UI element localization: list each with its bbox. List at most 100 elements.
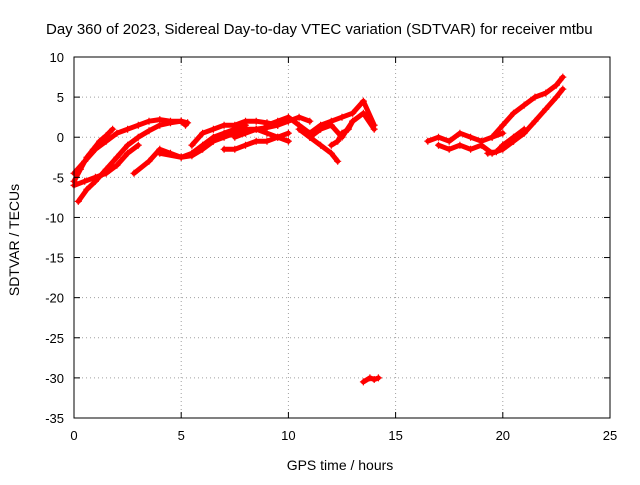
data-point — [488, 133, 496, 141]
data-point — [188, 152, 196, 160]
y-tick-label: 0 — [57, 130, 64, 145]
data-point — [220, 133, 228, 141]
data-point — [327, 141, 335, 149]
data-point — [109, 125, 117, 133]
data-point — [499, 129, 507, 137]
data-point — [177, 153, 185, 161]
data-point — [74, 197, 82, 205]
data-point — [145, 157, 153, 165]
data-point — [338, 113, 346, 121]
data-point — [552, 81, 560, 89]
data-point — [499, 121, 507, 129]
x-tick-label: 20 — [496, 428, 510, 443]
data-point — [130, 169, 138, 177]
data-point — [359, 97, 367, 105]
data-point — [124, 125, 132, 133]
data-point — [338, 129, 346, 137]
y-tick-label: 5 — [57, 90, 64, 105]
data-point — [374, 374, 382, 382]
data-point — [145, 127, 153, 135]
series-track-3 — [75, 118, 188, 204]
data-point — [456, 141, 464, 149]
data-point — [89, 145, 97, 153]
data-point — [344, 125, 352, 133]
data-point — [306, 133, 314, 141]
series-track-1 — [71, 117, 191, 176]
data-point — [359, 109, 367, 117]
data-point — [456, 129, 464, 137]
data-point — [263, 137, 271, 145]
y-tick-label: -20 — [45, 291, 64, 306]
data-point — [231, 133, 239, 141]
data-point — [274, 133, 282, 141]
data-point — [559, 85, 567, 93]
data-point — [182, 121, 189, 129]
y-tick-label: -35 — [45, 411, 64, 426]
data-point — [252, 117, 260, 125]
data-point — [177, 117, 185, 125]
data-point — [209, 137, 217, 145]
data-point — [231, 145, 239, 153]
series-track-14 — [360, 375, 381, 385]
data-point — [467, 145, 475, 153]
data-point — [252, 125, 260, 133]
data-point — [81, 177, 89, 185]
plot-frame — [73, 56, 611, 419]
data-point — [520, 125, 528, 133]
data-point — [199, 145, 207, 153]
y-tick-label: -30 — [45, 371, 64, 386]
data-point — [424, 137, 432, 145]
data-point — [134, 141, 142, 149]
y-tick-label: -10 — [45, 210, 64, 225]
data-point — [242, 129, 249, 137]
data-point — [295, 113, 303, 121]
data-point — [263, 129, 271, 137]
data-point — [124, 141, 132, 149]
axis-ticks: 0 5 10 15 20 25 10 5 0 -5 -10 -15 -20 -25 -30 -35 — [45, 50, 617, 443]
data-point — [83, 153, 91, 161]
y-tick-label: 10 — [50, 50, 64, 65]
data-point — [510, 109, 517, 117]
data-point — [531, 93, 539, 101]
data-point — [484, 149, 492, 157]
y-tick-label: -5 — [52, 170, 64, 185]
data-point — [349, 109, 357, 117]
data-point — [435, 141, 442, 149]
data-point — [445, 137, 453, 145]
data-point — [327, 149, 335, 157]
data-point — [552, 93, 560, 101]
x-tick-label: 10 — [281, 428, 295, 443]
data-point — [317, 125, 325, 133]
data-point — [96, 137, 104, 145]
data-point — [499, 141, 507, 149]
data-point — [134, 133, 142, 141]
x-axis-label: GPS time / hours — [287, 457, 394, 473]
data-point — [370, 125, 378, 133]
data-point — [559, 73, 567, 81]
data-point — [327, 121, 335, 129]
data-point — [295, 125, 303, 133]
x-tick-label: 0 — [70, 428, 77, 443]
data-point — [113, 153, 121, 161]
data-point — [113, 129, 121, 137]
data-point — [284, 129, 292, 137]
data-point — [91, 173, 99, 181]
x-tick-label: 15 — [388, 428, 402, 443]
data-point — [167, 119, 174, 127]
data-point — [349, 117, 357, 125]
data-point — [284, 137, 292, 145]
y-tick-label: -15 — [45, 251, 64, 266]
data-point — [542, 89, 550, 97]
data-point — [231, 121, 239, 129]
data-point — [445, 145, 453, 153]
data-point — [334, 157, 342, 165]
data-point — [113, 161, 121, 169]
data-point — [156, 121, 164, 129]
data-point — [306, 117, 314, 125]
data-point — [359, 378, 367, 386]
grid — [74, 57, 610, 418]
data-point — [134, 121, 142, 129]
data-point — [145, 117, 153, 125]
